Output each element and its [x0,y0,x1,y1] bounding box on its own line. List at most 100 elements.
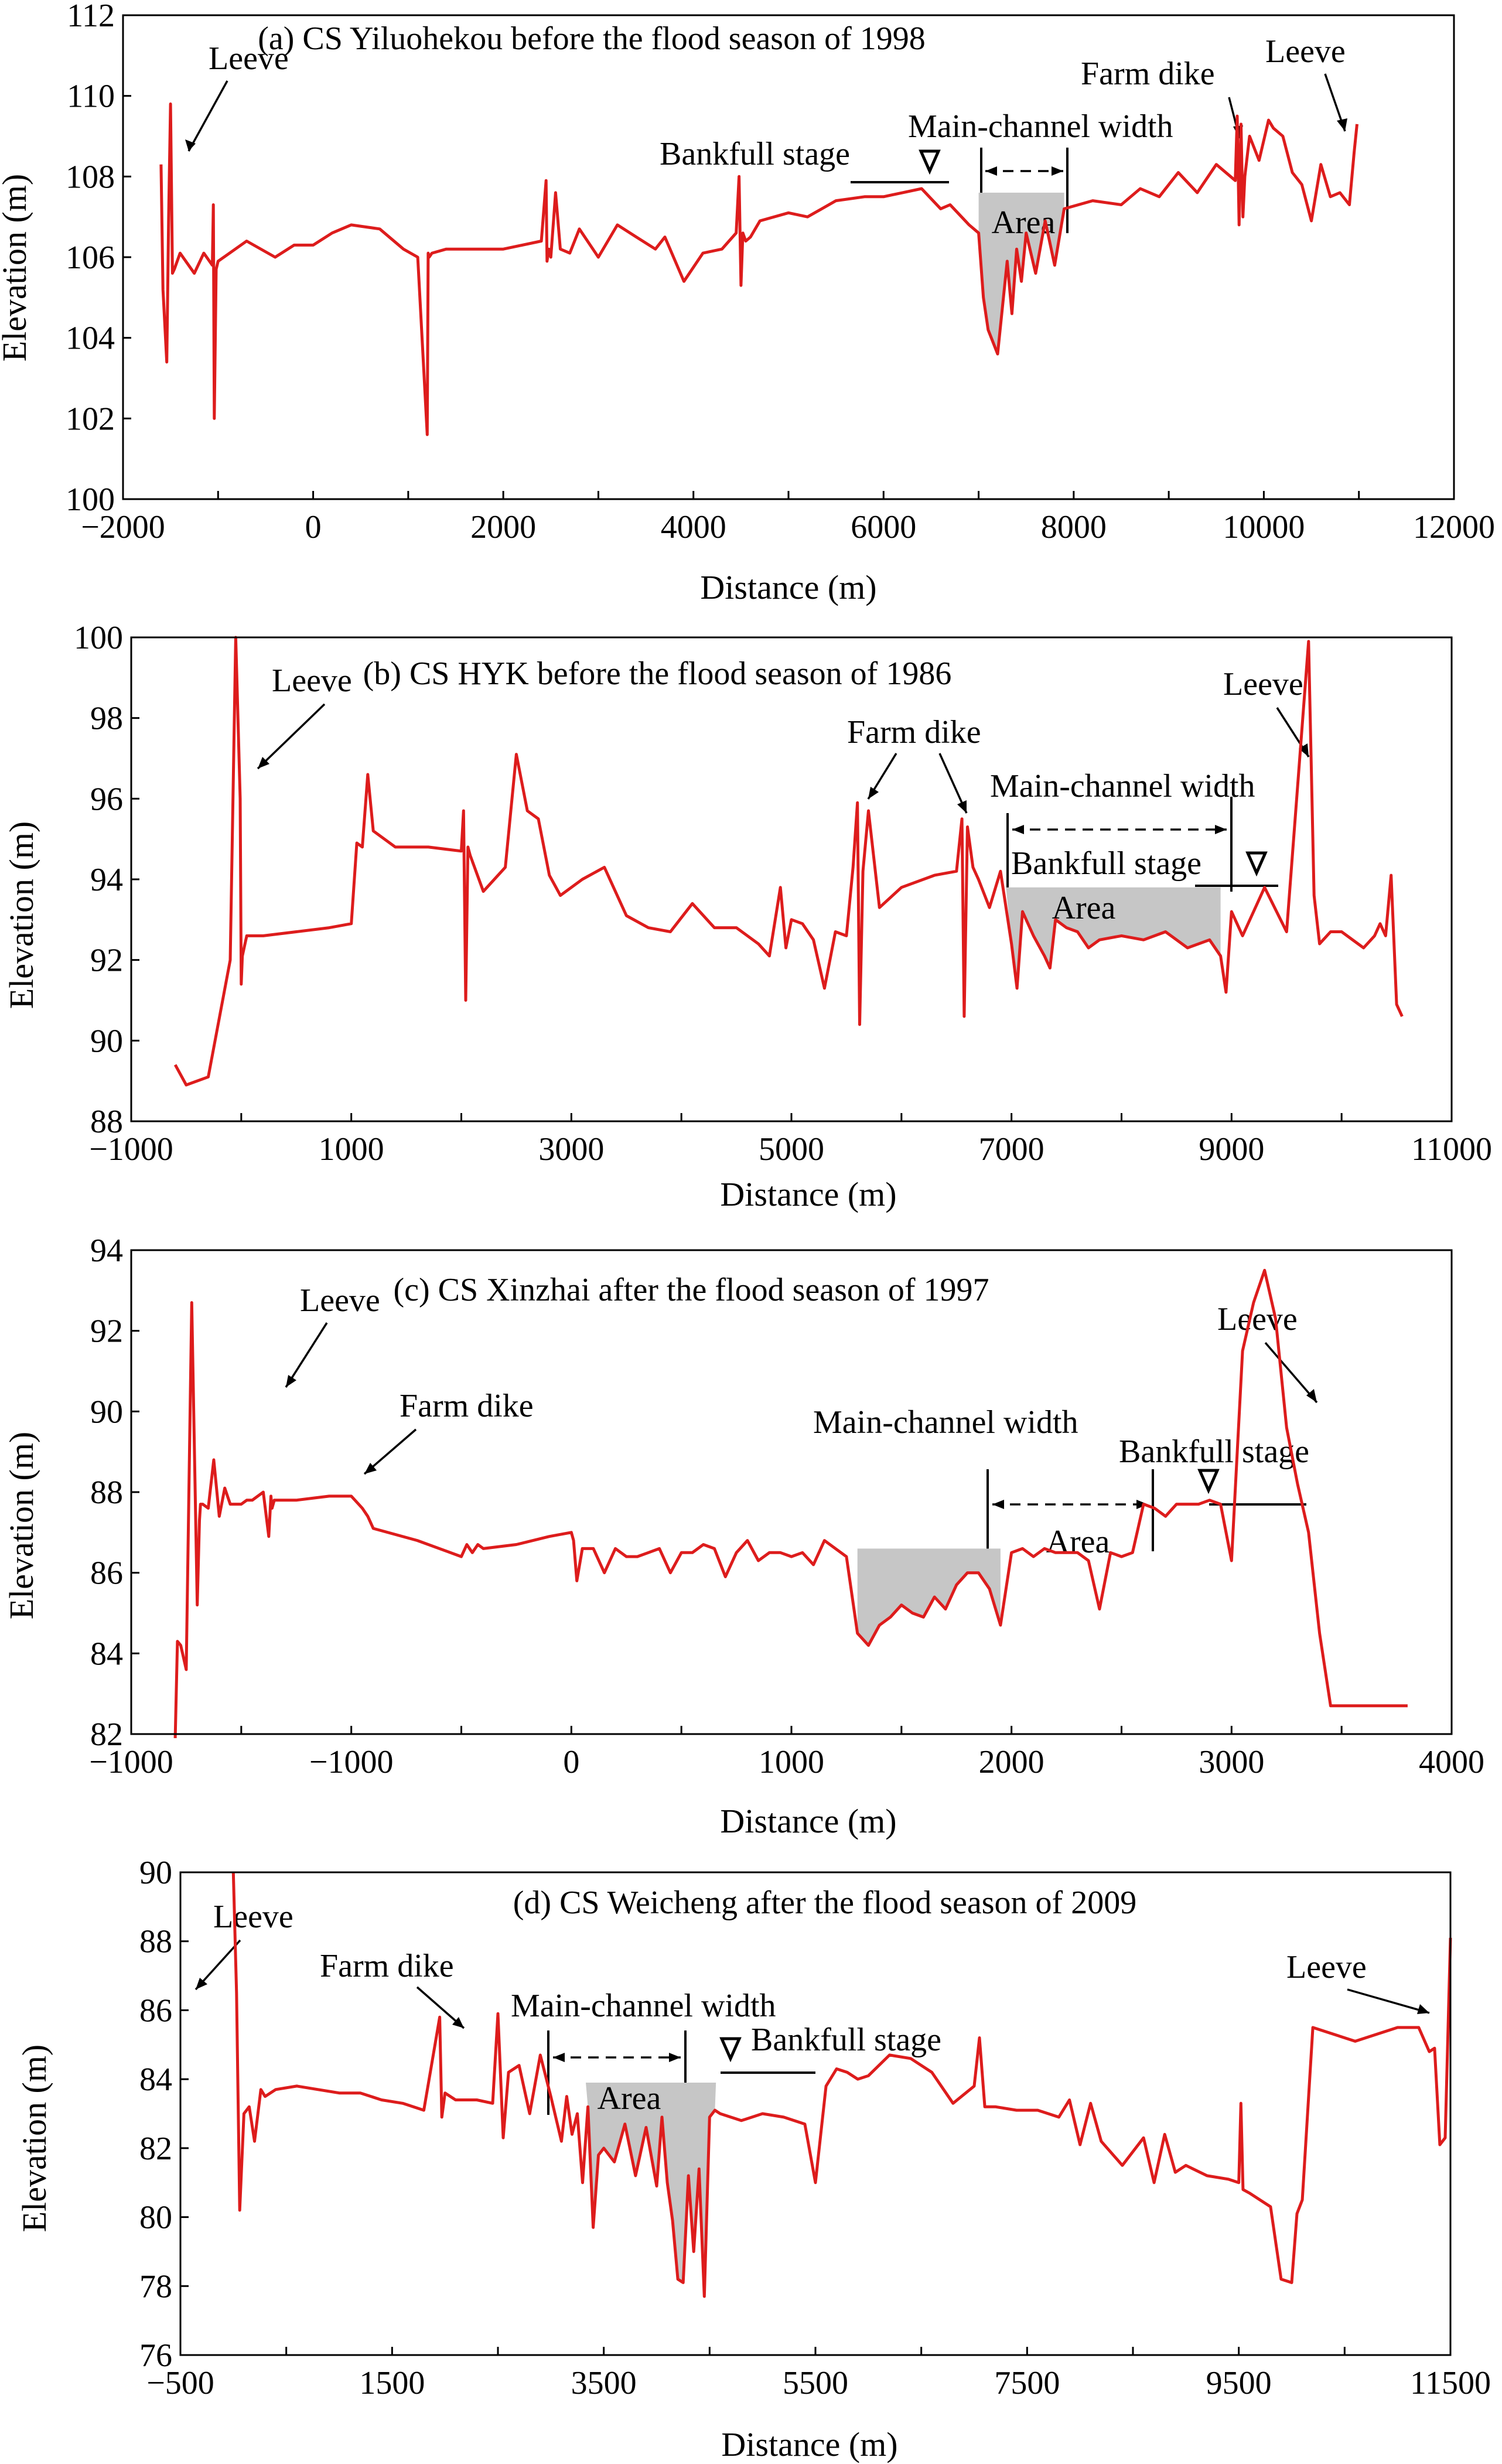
panel-a-ticks: −2000 0 2000 4000 6000 8000 10000 12000 100 102 10… [66,0,1495,545]
annot-d-leeve-left: Leeve [213,1899,293,1935]
y-tick-label-b: 96 [90,781,123,817]
y-tick-label-a: 110 [67,79,115,115]
annot-a-bankfull-stage: Bankfull stage [660,136,850,172]
panel-b-annotations: Leeve Farm dike Main-channel width Bankf… [257,663,1310,892]
area-fill-d [586,2083,716,2296]
x-tick-label-c: −1000 [89,1744,173,1780]
bankfull-triangle-d [719,2037,742,2063]
panel-b-area-group: Area [1006,887,1221,988]
arrowhead-d-leeve-left [196,1978,207,1989]
width-arrowhead-left-d [553,2053,565,2062]
arrowhead-b-leeve-left [258,757,269,769]
panel-c-xlabel: Distance (m) [720,1802,896,1840]
panel-d-title: (d) CS Weicheng after the flood season o… [513,1885,1136,1921]
x-tick-label-a: 6000 [851,509,916,545]
annot-a-main-channel-width: Main-channel width [908,108,1173,145]
y-tick-label-b: 88 [90,1104,123,1140]
annot-b-leeve-left: Leeve [272,663,352,699]
annot-d-bankfull-stage: Bankfull stage [751,2022,941,2058]
plot-frame-d [179,1871,1452,2356]
y-tick-label-d: 78 [139,2268,172,2305]
arrow-c-leeve-left [285,1322,328,1388]
panel-c-ticks: −1000 −1000 0 1000 2000 3000 4000 82 84 86 88 90 92 9… [89,1233,1484,1780]
annot-c-farm-dike: Farm dike [400,1388,534,1424]
arrowhead-a-leeve-right [1337,118,1347,131]
panel-d-xlabel: Distance (m) [721,2425,897,2463]
width-arrowhead-left-c [992,1500,1004,1509]
x-tick-label-d: 5500 [783,2365,848,2401]
y-tick-label-b: 98 [90,701,123,737]
area-label-d: Area [598,2080,661,2117]
y-tick-label-a: 108 [66,159,115,195]
y-tick-label-a: 100 [66,482,115,518]
panel-d-ticks: −500 1500 3500 5500 7500 9500 11500 76 78 80 82 84 8… [139,1855,1491,2401]
arrowhead-b-leeve-right [1299,743,1309,757]
y-tick-label-c: 84 [90,1636,123,1672]
plot-frame-b [130,636,1453,1122]
annot-b-farm-dike: Farm dike [847,714,981,750]
y-tick-label-d: 86 [139,1992,172,2029]
x-tick-label-d: −500 [146,2365,214,2401]
x-tick-label-b: 1000 [319,1131,384,1168]
panel-c-ylabel: Elevation (m) [2,1432,40,1620]
arrow-a-leeve-left [187,80,228,152]
x-tick-label-b: 9000 [1199,1131,1264,1168]
panel-b-ticks: −1000 1000 3000 5000 7000 9000 11000 88 90 92 94 96… [74,620,1492,1168]
x-tick-label-a: 2000 [470,509,536,545]
arrowhead-b-farm-dike-2 [957,800,967,813]
x-tick-label-a: 12000 [1413,509,1495,545]
annot-a-leeve-left: Leeve [209,40,289,77]
width-arrowhead-right-b [1215,825,1227,834]
x-tick-label-d: 7500 [994,2365,1060,2401]
arrowhead-d-leeve-right [1417,2004,1429,2014]
x-tick-label-b: 7000 [979,1131,1044,1168]
y-tick-label-c: 94 [90,1233,123,1269]
panel-c-annotations: Leeve Farm dike Main-channel width Bankf… [285,1282,1318,1551]
y-tick-label-a: 106 [66,240,115,276]
x-tick-label-b: 11000 [1411,1131,1492,1168]
panel-d-annotations: Leeve Farm dike Main-channel width Bankf… [194,1899,1430,2115]
width-arrowhead-left-b [1012,825,1024,834]
bankfull-triangle-b [1245,851,1268,877]
panel-b-title: (b) CS HYK before the flood season of 19… [363,656,952,692]
arrow-d-leeve-right [1347,1988,1430,2014]
panel-c: (c) CS Xinzhai after the flood season of… [2,1233,1484,1840]
annot-d-main-channel-width: Main-channel width [511,1988,776,2024]
annot-d-leeve-right: Leeve [1286,1949,1367,1985]
annot-c-leeve-right: Leeve [1217,1301,1298,1337]
profile-line-a [159,102,1358,436]
x-tick-label-c: 3000 [1199,1744,1264,1780]
x-tick-label-d: 1500 [359,2365,425,2401]
x-tick-label-a: 10000 [1223,509,1305,545]
x-tick-label-b: 3000 [538,1131,604,1168]
y-tick-label-b: 94 [90,862,123,898]
panel-c-title: (c) CS Xinzhai after the flood season of… [393,1272,989,1308]
panel-a-title: (a) CS Yiluohekou before the flood seaso… [258,21,925,57]
width-arrowhead-left-a [985,166,997,176]
x-tick-label-a: −2000 [81,509,165,545]
panel-d-area-group: Area [586,2080,716,2296]
arrowhead-a-leeve-left [185,139,196,151]
y-tick-label-d: 76 [139,2337,172,2374]
x-tick-label-a: 4000 [661,509,726,545]
x-tick-label-c: 0 [563,1744,579,1780]
panel-a-ylabel: Elevation (m) [0,174,33,362]
arrow-c-leeve-right [1264,1342,1318,1404]
y-tick-label-a: 104 [66,320,115,357]
y-tick-label-c: 92 [90,1313,123,1350]
panel-d-ylabel: Elevation (m) [15,2045,53,2233]
x-tick-label-c: −1000 [309,1744,394,1780]
y-tick-label-b: 92 [90,943,123,979]
panel-a: (a) CS Yiluohekou before the flood seaso… [0,0,1495,606]
annot-b-leeve-right: Leeve [1223,666,1303,702]
profile-line-c [173,1268,1408,1738]
y-tick-label-c: 88 [90,1475,123,1511]
annot-c-bankfull-stage: Bankfull stage [1119,1434,1309,1470]
y-tick-label-d: 88 [139,1924,172,1960]
panel-a-annotations: Leeve Bankfull stage Main-channel width … [185,33,1347,233]
y-tick-label-a: 112 [67,0,115,34]
y-tick-label-b: 100 [74,620,123,656]
profile-line-d [231,1872,1452,2298]
area-label-b: Area [1052,890,1116,926]
